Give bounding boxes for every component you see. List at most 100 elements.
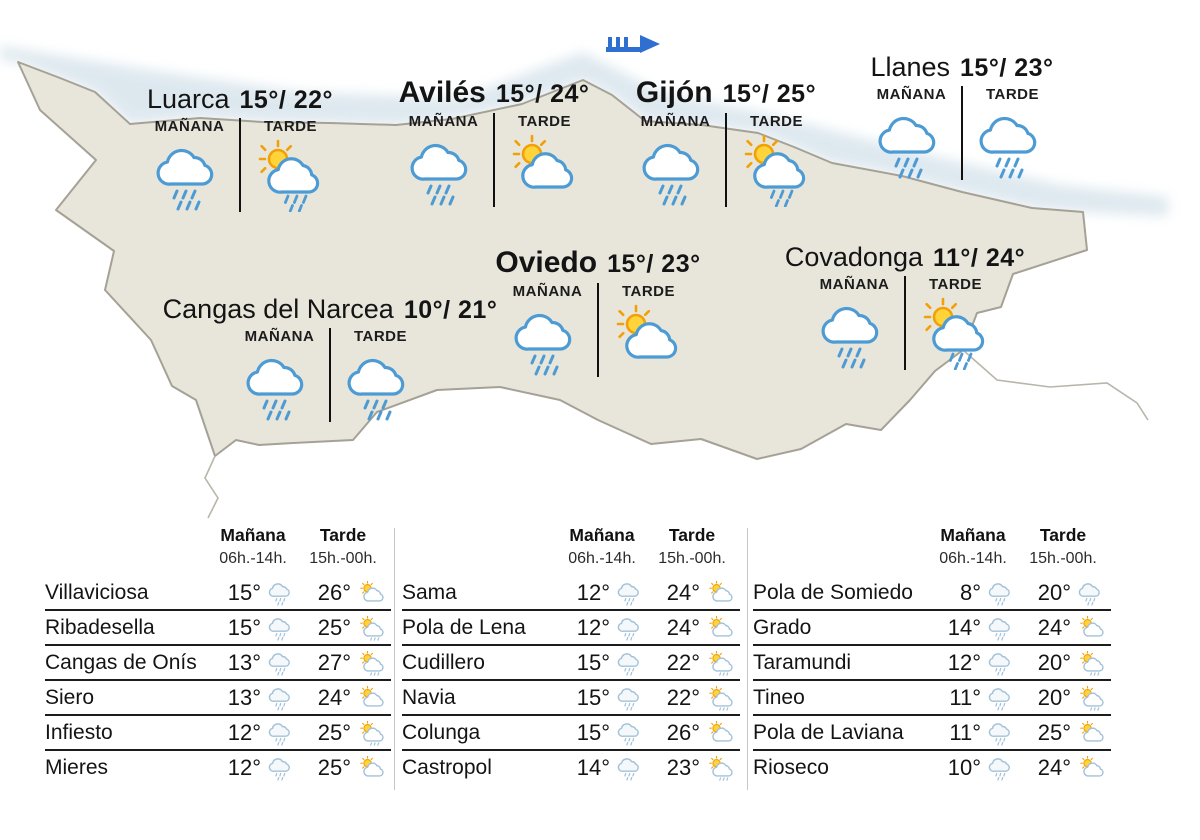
divider <box>597 283 599 377</box>
afternoon-temp: 25° <box>1037 719 1071 745</box>
city-name: Taramundi <box>753 650 852 674</box>
station-covadonga: Covadonga 11°/ 24° MAÑANA TARDE <box>785 242 1025 370</box>
station-title: Oviedo 15°/ 23° <box>495 246 700 280</box>
rain-cloud-icon <box>242 348 318 422</box>
morning-temp: 11° <box>949 719 981 745</box>
rain-cloud-icon <box>874 106 950 180</box>
city-name: Covadonga <box>784 242 923 272</box>
rain-icon <box>617 580 644 606</box>
station-title: Gijón 15°/ 25° <box>626 76 826 110</box>
afternoon-temp: 20° <box>1037 649 1071 675</box>
table-header: Mañana 06h.-14h. Tarde 15h.-00h. <box>45 524 391 569</box>
table-row: Infiesto 12° 25° <box>45 714 391 749</box>
tarde-label: TARDE <box>353 328 408 345</box>
rain-icon <box>268 650 295 676</box>
afternoon-temp: 24° <box>666 614 700 640</box>
station-aviles: Avilés 15°/ 24° MAÑANA TARDE <box>394 76 594 207</box>
rain-icon <box>268 685 295 711</box>
morning-temp: 12° <box>227 719 261 745</box>
afternoon-temp: 20° <box>1037 684 1071 710</box>
manana-label: MAÑANA <box>819 276 890 293</box>
city-name: Llanes <box>870 52 951 82</box>
rain-cloud-icon <box>975 106 1051 180</box>
rain-icon <box>268 615 295 641</box>
afternoon-temp: 24° <box>1037 754 1071 780</box>
rain-icon <box>988 720 1015 746</box>
morning-temp: 15° <box>227 614 261 640</box>
tarde-header: Tarde 15h.-00h. <box>644 524 740 569</box>
rain-cloud-icon <box>343 348 419 422</box>
table-row: Navia 15° 22° <box>402 679 740 714</box>
city-name: Avilés <box>398 76 486 109</box>
morning-temp: 13° <box>227 684 261 710</box>
sun-cloud-icon <box>358 685 385 711</box>
rain-icon <box>988 580 1015 606</box>
manana-label: MAÑANA <box>154 118 225 135</box>
rain-icon <box>617 755 644 781</box>
tarde-label: TARDE <box>985 86 1040 103</box>
rain-cloud-icon <box>510 303 586 377</box>
city-name: Villaviciosa <box>45 580 149 604</box>
tarde-header-label: Tarde <box>668 525 716 545</box>
city-name: Infiesto <box>45 720 113 744</box>
table-row: Cudillero 15° 22° <box>402 644 740 679</box>
sun-cloud-rain-icon <box>358 615 385 641</box>
table-row: Rioseco 10° 24° <box>753 749 1111 784</box>
morning-temp: 8° <box>959 579 981 605</box>
afternoon-temp: 24° <box>666 579 700 605</box>
station-llanes: Llanes 15°/ 23° MAÑANA TARDE <box>862 52 1062 180</box>
manana-hours: 06h.-14h. <box>568 549 636 567</box>
divider <box>329 328 331 422</box>
rain-icon <box>617 615 644 641</box>
tarde-label: TARDE <box>749 113 804 130</box>
forecast-table-center: Mañana 06h.-14h. Tarde 15h.-00h. Sama 12°… <box>402 524 740 784</box>
rain-cloud-icon <box>638 133 714 207</box>
table-row: Castropol 14° 23° <box>402 749 740 784</box>
afternoon-temp: 25° <box>317 719 351 745</box>
city-name: Pola de Lena <box>402 615 526 639</box>
tarde-label: TARDE <box>621 283 676 300</box>
sun-cloud-rain-icon <box>358 650 385 676</box>
table-row: Pola de Laviana 11° 25° <box>753 714 1111 749</box>
rain-icon <box>988 685 1015 711</box>
manana-header-label: Mañana <box>940 525 1006 545</box>
divider <box>239 118 241 212</box>
sun-cloud-rain-icon <box>739 133 815 207</box>
rain-icon <box>617 720 644 746</box>
wind-flag-icon <box>606 32 662 58</box>
table-row: Ribadesella 15° 25° <box>45 609 391 644</box>
manana-label: MAÑANA <box>512 283 583 300</box>
manana-header-label: Mañana <box>220 525 286 545</box>
sun-cloud-icon <box>707 615 734 641</box>
tarde-label: TARDE <box>928 276 983 293</box>
station-title: Avilés 15°/ 24° <box>394 76 594 110</box>
city-name: Oviedo <box>495 246 598 279</box>
station-title: Llanes 15°/ 23° <box>862 52 1062 83</box>
temps: 15°/ 23° <box>960 54 1054 82</box>
manana-hours: 06h.-14h. <box>219 549 287 567</box>
temps: 10°/ 21° <box>403 296 498 324</box>
rain-icon <box>617 650 644 676</box>
tarde-header: Tarde 15h.-00h. <box>1015 524 1111 569</box>
station-title: Cangas del Narcea 10°/ 21° <box>163 294 497 325</box>
manana-label: MAÑANA <box>408 113 479 130</box>
rain-icon <box>988 650 1015 676</box>
morning-temp: 15° <box>576 684 610 710</box>
station-title: Covadonga 11°/ 24° <box>785 242 1025 273</box>
table-row: Taramundi 12° 20° <box>753 644 1111 679</box>
station-oviedo: Oviedo 15°/ 23° MAÑANA TARDE <box>495 246 700 377</box>
manana-label: MAÑANA <box>244 328 315 345</box>
sun-cloud-rain-icon <box>707 650 734 676</box>
afternoon-temp: 23° <box>666 754 700 780</box>
manana-hours: 06h.-14h. <box>939 549 1007 567</box>
tarde-label: TARDE <box>263 118 318 135</box>
sun-cloud-icon <box>358 580 385 606</box>
temps: 15°/ 22° <box>239 86 334 114</box>
afternoon-temp: 25° <box>317 754 351 780</box>
rain-icon <box>617 685 644 711</box>
sun-cloud-icon <box>507 133 583 207</box>
tarde-label: TARDE <box>517 113 572 130</box>
forecast-table-west: Mañana 06h.-14h. Tarde 15h.-00h. Pola de… <box>753 524 1111 784</box>
city-name: Pola de Somiedo <box>753 580 913 604</box>
